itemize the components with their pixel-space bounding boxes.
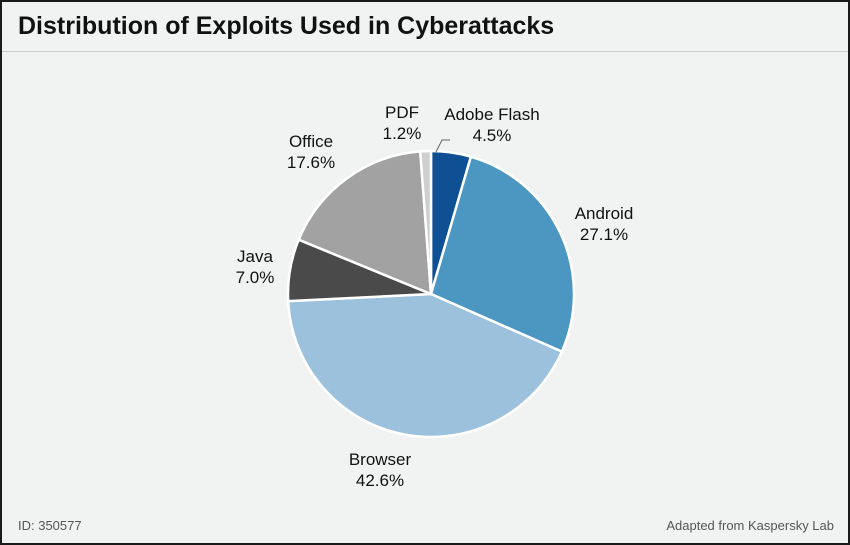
pie-slice-pdf: [418, 149, 433, 296]
slice-label-value: 42.6%: [356, 471, 404, 490]
slice-label-value: 17.6%: [287, 153, 335, 172]
slice-label-name: PDF: [385, 103, 419, 122]
slice-labels: Adobe Flash 4.5% Android 27.1% Browser 42.6% J…: [236, 103, 634, 490]
source-credit: Adapted from Kaspersky Lab: [666, 518, 834, 533]
pie-slice-browser: [286, 292, 564, 439]
chart-title: Distribution of Exploits Used in Cyberat…: [18, 12, 555, 40]
pie-slice-android: [429, 155, 576, 353]
leader-line: [435, 139, 450, 153]
leader-lines: [435, 139, 450, 153]
slice-label-value: 1.2%: [383, 124, 422, 143]
title-divider: [2, 51, 848, 52]
slice-label-value: 4.5%: [473, 126, 512, 145]
slice-label-name: Adobe Flash: [444, 105, 539, 124]
slice-label-name: Office: [289, 132, 333, 151]
slice-label-name: Android: [575, 204, 634, 223]
figure-id: ID: 350577: [18, 518, 82, 533]
pie-slice-office: [297, 150, 433, 296]
slice-label-name: Java: [237, 247, 273, 266]
slice-label-value: 7.0%: [236, 268, 275, 287]
slice-label-name: Browser: [349, 450, 412, 469]
pie-slices: [286, 149, 576, 439]
slice-label-value: 27.1%: [580, 225, 628, 244]
